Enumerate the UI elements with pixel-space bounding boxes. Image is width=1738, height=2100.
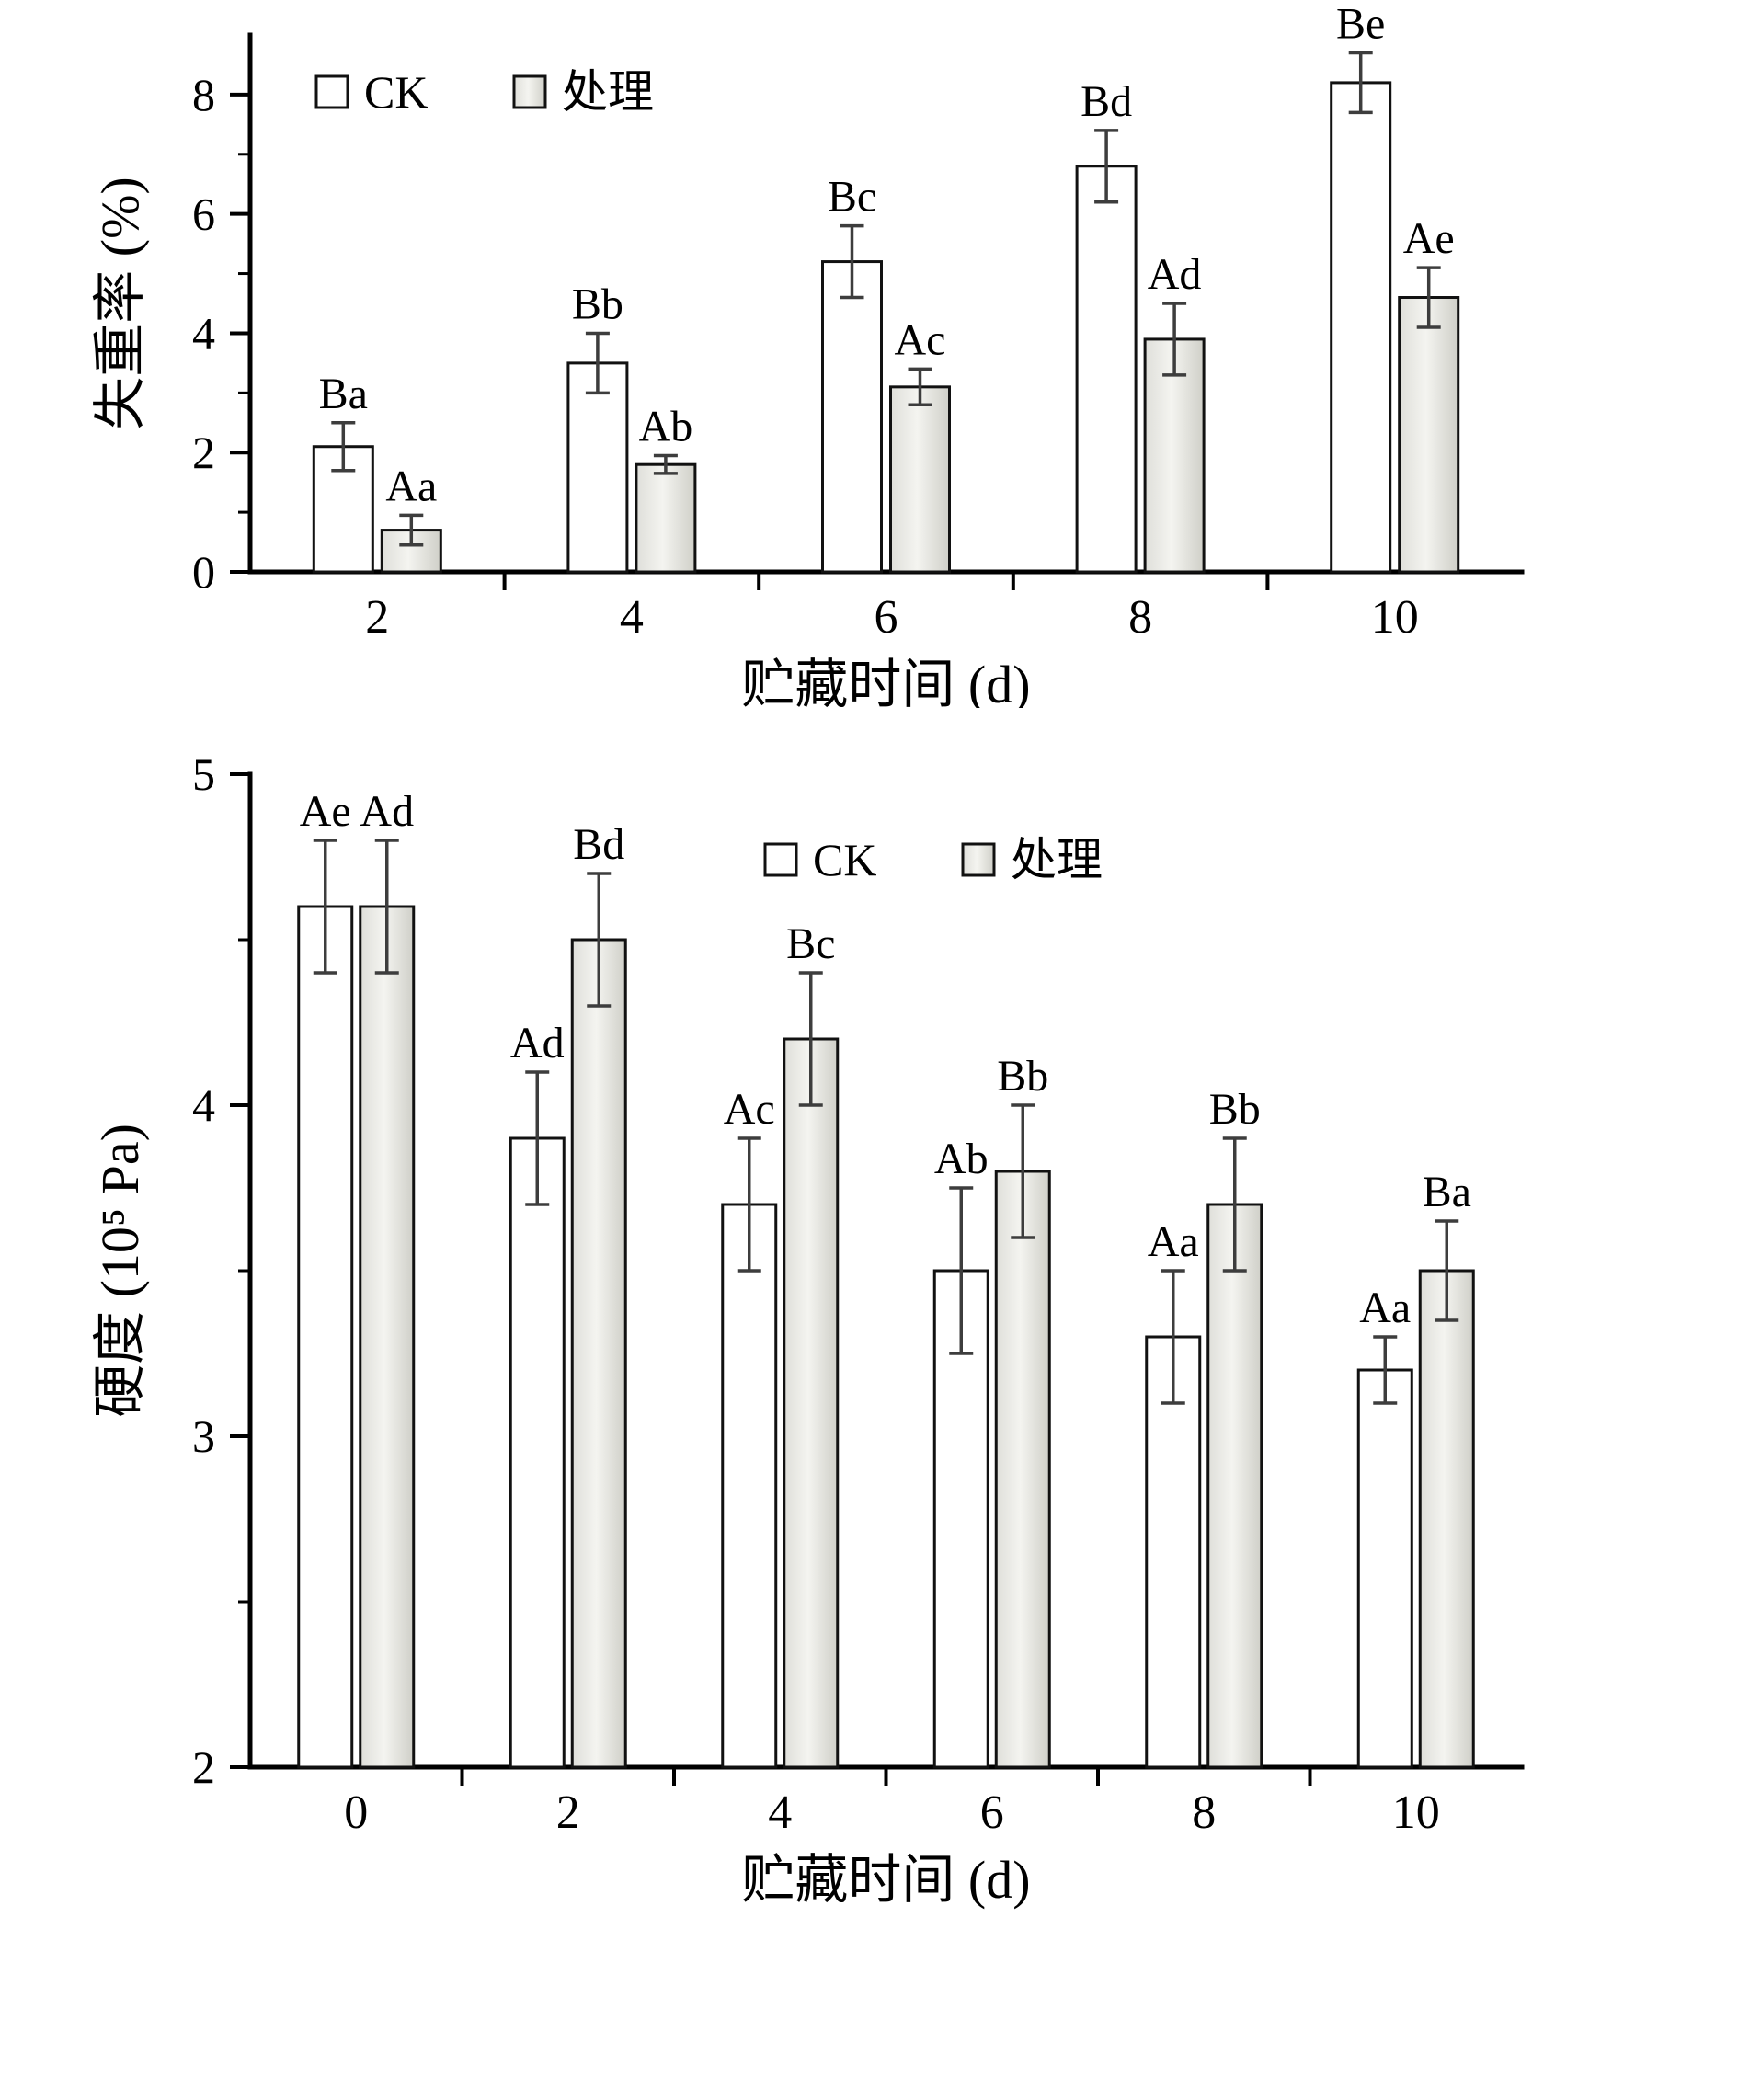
bar-ck-2 (509, 1136, 566, 1769)
bar-ck-8 (1075, 165, 1138, 574)
bar-treated-8 (1143, 337, 1206, 574)
significance-label: Bb (572, 280, 623, 328)
bar-treated-6 (994, 1170, 1051, 1769)
x-tick-label: 8 (1192, 1786, 1216, 1839)
legend-swatch-ck (314, 74, 349, 109)
bar-treated-10 (1418, 1269, 1475, 1769)
y-tick-label: 2 (192, 427, 215, 478)
y-tick-label: 4 (192, 1079, 215, 1131)
bar-ck-4 (721, 1203, 778, 1769)
x-axis-title: 贮藏时间 (d) (741, 655, 1030, 708)
x-tick-label: 10 (1392, 1786, 1440, 1839)
bar-treated-2 (570, 938, 627, 1769)
bar-treated-6 (889, 385, 951, 574)
y-tick-label: 8 (192, 69, 215, 120)
significance-label: Ab (934, 1135, 989, 1183)
significance-label: Ae (300, 787, 351, 836)
x-tick-label: 6 (980, 1786, 1004, 1839)
legend-label-treated: 处理 (562, 66, 654, 118)
weight-loss-chart-panel: 0 2 4 6 8 2 4 6 8 10 失重率 (%) 贮藏时间 (d) Ba Bb Bc Bd Be Aa Ab… (0, 0, 1738, 708)
legend-label-treated: 处理 (1011, 834, 1103, 885)
significance-label: Aa (385, 462, 437, 510)
significance-label: Aa (1148, 1217, 1199, 1266)
significance-label: Bc (828, 173, 876, 222)
bar-ck-10 (1330, 81, 1392, 574)
significance-label: Bb (1209, 1085, 1261, 1134)
bar-ck-6 (821, 260, 883, 574)
significance-label: Ad (1148, 250, 1202, 299)
y-axis-title: 失重率 (%) (90, 177, 150, 429)
x-tick-label: 6 (875, 591, 898, 644)
legend-label-ck: CK (813, 834, 876, 885)
significance-label: Be (1336, 0, 1385, 48)
x-tick-label: 4 (768, 1786, 792, 1839)
x-tick-label: 2 (556, 1786, 580, 1839)
significance-label: Ac (724, 1085, 775, 1134)
legend-swatch-treated (512, 74, 547, 109)
significance-label: Bb (997, 1052, 1048, 1101)
legend-swatch-ck (763, 842, 798, 877)
significance-label: Bc (786, 919, 835, 968)
significance-label: Ab (639, 402, 693, 451)
bar-treated-0 (359, 905, 416, 1769)
y-tick-label: 0 (192, 546, 215, 598)
bar-ck-8 (1145, 1335, 1202, 1769)
legend-label-ck: CK (364, 66, 428, 118)
bar-treated-4 (783, 1037, 840, 1769)
y-tick-label: 5 (192, 748, 215, 800)
significance-label: Bd (573, 820, 624, 869)
significance-label: Ac (895, 315, 946, 364)
hardness-chart-panel: 2 3 4 5 0 2 4 6 8 10 硬度 (10⁵ Pa) 贮藏时间 (d) Ae Ad Ac Ab Aa… (0, 708, 1738, 2100)
significance-label: Ad (510, 1019, 565, 1067)
significance-label: Aa (1359, 1284, 1411, 1332)
significance-label: Ba (1423, 1168, 1471, 1216)
x-axis-title: 贮藏时间 (d) (741, 1850, 1030, 1910)
x-tick-label: 0 (344, 1786, 368, 1839)
y-tick-label: 3 (192, 1410, 215, 1462)
bar-ck-10 (1356, 1368, 1413, 1769)
x-tick-label: 2 (365, 591, 389, 644)
bar-treated-8 (1206, 1203, 1263, 1769)
x-tick-label: 8 (1128, 591, 1152, 644)
bar-treated-4 (635, 462, 697, 574)
significance-label: Ad (360, 787, 414, 836)
x-tick-label: 4 (620, 591, 644, 644)
significance-label: Ae (1403, 214, 1455, 263)
bar-treated-10 (1398, 296, 1460, 574)
legend-swatch-treated (961, 842, 996, 877)
weight-loss-chart-svg: 0 2 4 6 8 2 4 6 8 10 失重率 (%) 贮藏时间 (d) Ba Bb Bc Bd Be Aa Ab… (90, 0, 1525, 708)
bar-ck-0 (297, 905, 354, 1769)
y-tick-label: 2 (192, 1741, 215, 1793)
significance-label: Bd (1081, 77, 1132, 126)
significance-label: Ba (319, 370, 368, 418)
y-axis-title: 硬度 (10⁵ Pa) (90, 1124, 150, 1418)
y-tick-label: 4 (192, 307, 215, 359)
x-tick-label: 10 (1371, 591, 1419, 644)
y-tick-label: 6 (192, 188, 215, 240)
